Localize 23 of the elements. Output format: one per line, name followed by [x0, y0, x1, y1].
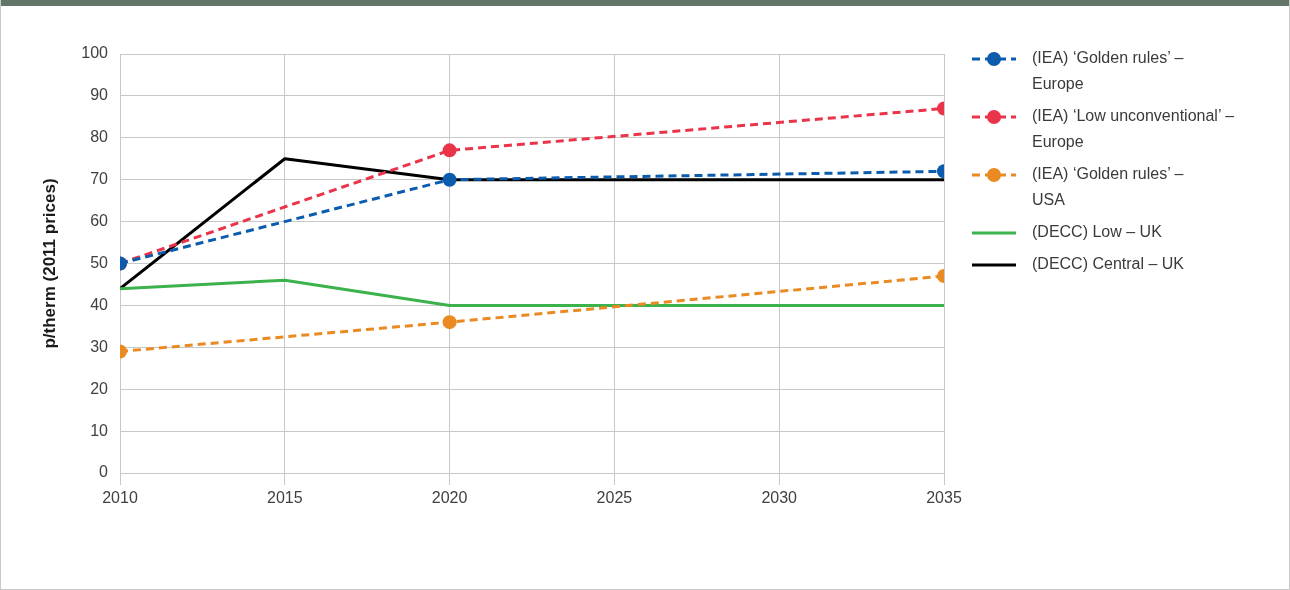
y-tick-label: 100 [81, 44, 109, 62]
y-tick-label: 0 [99, 463, 109, 481]
y-tick-label: 80 [90, 128, 109, 146]
legend-label: (DECC) Central – UK [1032, 255, 1185, 273]
y-tick-label: 70 [90, 170, 109, 188]
y-tick-label: 10 [90, 421, 109, 439]
legend-label: (DECC) Low – UK [1032, 223, 1163, 241]
y-tick-label: 90 [90, 86, 109, 104]
x-tick-label: 2035 [926, 489, 962, 507]
x-tick-label: 2010 [102, 489, 138, 507]
x-tick-label: 2020 [431, 489, 468, 507]
y-tick-label: 40 [90, 295, 109, 313]
y-tick-label: 20 [90, 379, 109, 397]
x-tick-label: 2030 [761, 489, 798, 507]
y-axis-title: p/therm (2011 prices) [39, 178, 59, 349]
y-tick-label: 30 [90, 337, 109, 355]
legend-label: (IEA) ‘Low unconventional’ – Europe [1032, 107, 1235, 151]
x-tick-label: 2025 [596, 489, 633, 507]
y-tick-label: 60 [90, 212, 109, 230]
legend-label: (IEA) ‘Golden rules’ – USA [1032, 165, 1184, 209]
legend-label: (IEA) ‘Golden rules’ – Europe [1032, 49, 1184, 93]
y-tick-label: 50 [90, 253, 109, 271]
x-tick-label: 2015 [267, 489, 303, 507]
